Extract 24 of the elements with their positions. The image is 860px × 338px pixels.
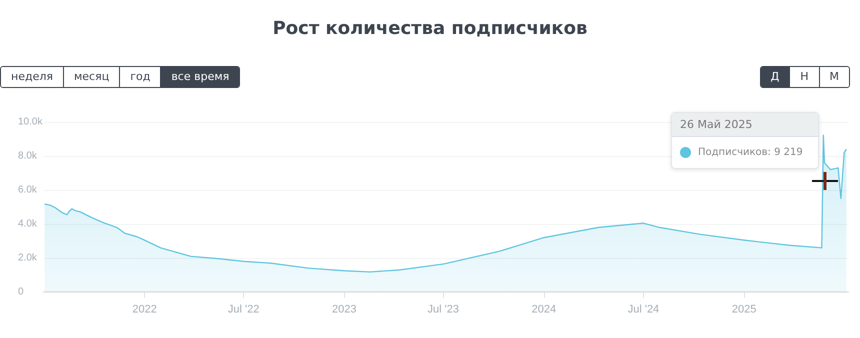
y-tick-label: 10.0k (18, 116, 44, 128)
y-tick-label: 2.0k (18, 252, 38, 264)
x-tick-label: 2025 (732, 304, 756, 316)
annotation: Подписчиков: 9 219 (698, 147, 803, 158)
text: Н (789, 67, 818, 87)
text: все время (160, 67, 240, 87)
x-tick-label: Jul '24 (628, 304, 660, 316)
y-tick-label: 4.0k (18, 218, 38, 230)
y-tick-label: 0 (18, 286, 24, 298)
annotation: 26 Май 2025 (672, 113, 818, 137)
x-tick-label: 2022 (132, 304, 157, 316)
x-tick-label: 2024 (532, 304, 556, 316)
text: год (119, 67, 160, 87)
x-tick-label: Jul '23 (428, 304, 459, 316)
tooltip-panel: 26 Май 2025 Подписчиков: 9 219 (671, 112, 819, 169)
text: месяц (62, 67, 120, 87)
y-tick-label: 6.0k (18, 184, 38, 196)
chart-title: Рост количества подписчиков (272, 18, 588, 39)
text: неделя (1, 67, 63, 87)
x-tick-label: 2023 (332, 304, 357, 316)
y-tick-label: 8.0k (18, 150, 38, 162)
text: М (818, 67, 849, 87)
text: Д (760, 67, 790, 87)
x-tick-label: Jul '22 (228, 304, 260, 316)
